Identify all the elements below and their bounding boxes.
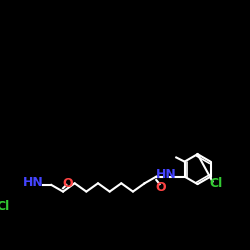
Text: O: O	[155, 181, 166, 194]
Text: Cl: Cl	[0, 200, 10, 213]
Text: Cl: Cl	[209, 177, 222, 190]
Text: HN: HN	[156, 168, 177, 180]
Text: O: O	[63, 177, 73, 190]
Text: HN: HN	[23, 176, 44, 189]
